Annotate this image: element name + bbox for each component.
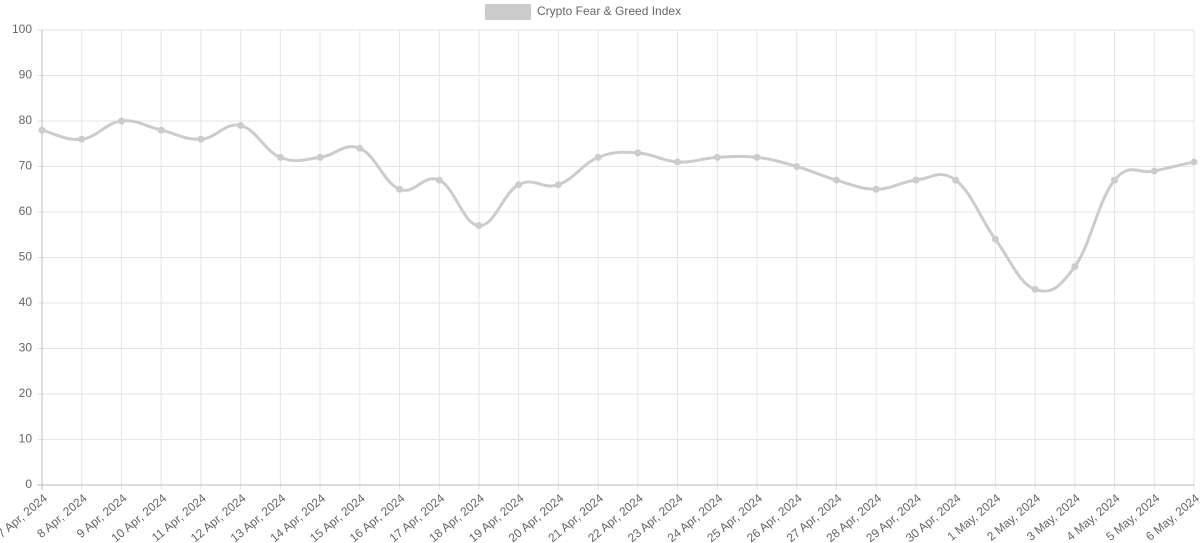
y-tick-label: 60 <box>19 204 33 218</box>
point <box>1150 167 1158 175</box>
point <box>952 176 960 184</box>
legend: Crypto Fear & Greed Index <box>485 4 681 20</box>
point <box>554 181 562 189</box>
y-tick-label: 10 <box>19 432 33 446</box>
y-tick-label: 40 <box>19 295 33 309</box>
y-tick-label: 80 <box>19 113 33 127</box>
point <box>1031 285 1039 293</box>
point <box>912 176 920 184</box>
y-tick-label: 70 <box>19 159 33 173</box>
point <box>396 185 404 193</box>
y-tick-label: 20 <box>19 386 33 400</box>
y-tick-label: 30 <box>19 341 33 355</box>
point <box>793 163 801 170</box>
point <box>356 144 364 152</box>
legend-label: Crypto Fear & Greed Index <box>537 4 681 18</box>
point <box>753 153 761 161</box>
point <box>713 153 721 161</box>
point <box>38 126 46 134</box>
point <box>991 235 999 243</box>
point <box>1071 263 1079 271</box>
point <box>872 185 880 193</box>
line <box>41 119 1195 293</box>
point <box>78 135 86 143</box>
point <box>157 126 165 134</box>
point <box>435 176 443 184</box>
point <box>475 222 483 230</box>
point <box>674 158 682 166</box>
point <box>197 135 205 143</box>
y-tick-label: 100 <box>12 22 32 36</box>
point <box>515 181 523 189</box>
point <box>1190 158 1198 166</box>
point <box>316 153 324 161</box>
point <box>117 117 125 125</box>
point <box>634 149 642 157</box>
point <box>594 153 602 161</box>
y-tick-label: 90 <box>19 68 33 82</box>
point <box>832 176 840 184</box>
point <box>237 122 245 130</box>
y-tick-label: 0 <box>25 477 32 491</box>
point <box>276 153 284 161</box>
y-tick-label: 50 <box>19 250 33 264</box>
legend-swatch <box>485 4 531 20</box>
point <box>1111 176 1119 184</box>
